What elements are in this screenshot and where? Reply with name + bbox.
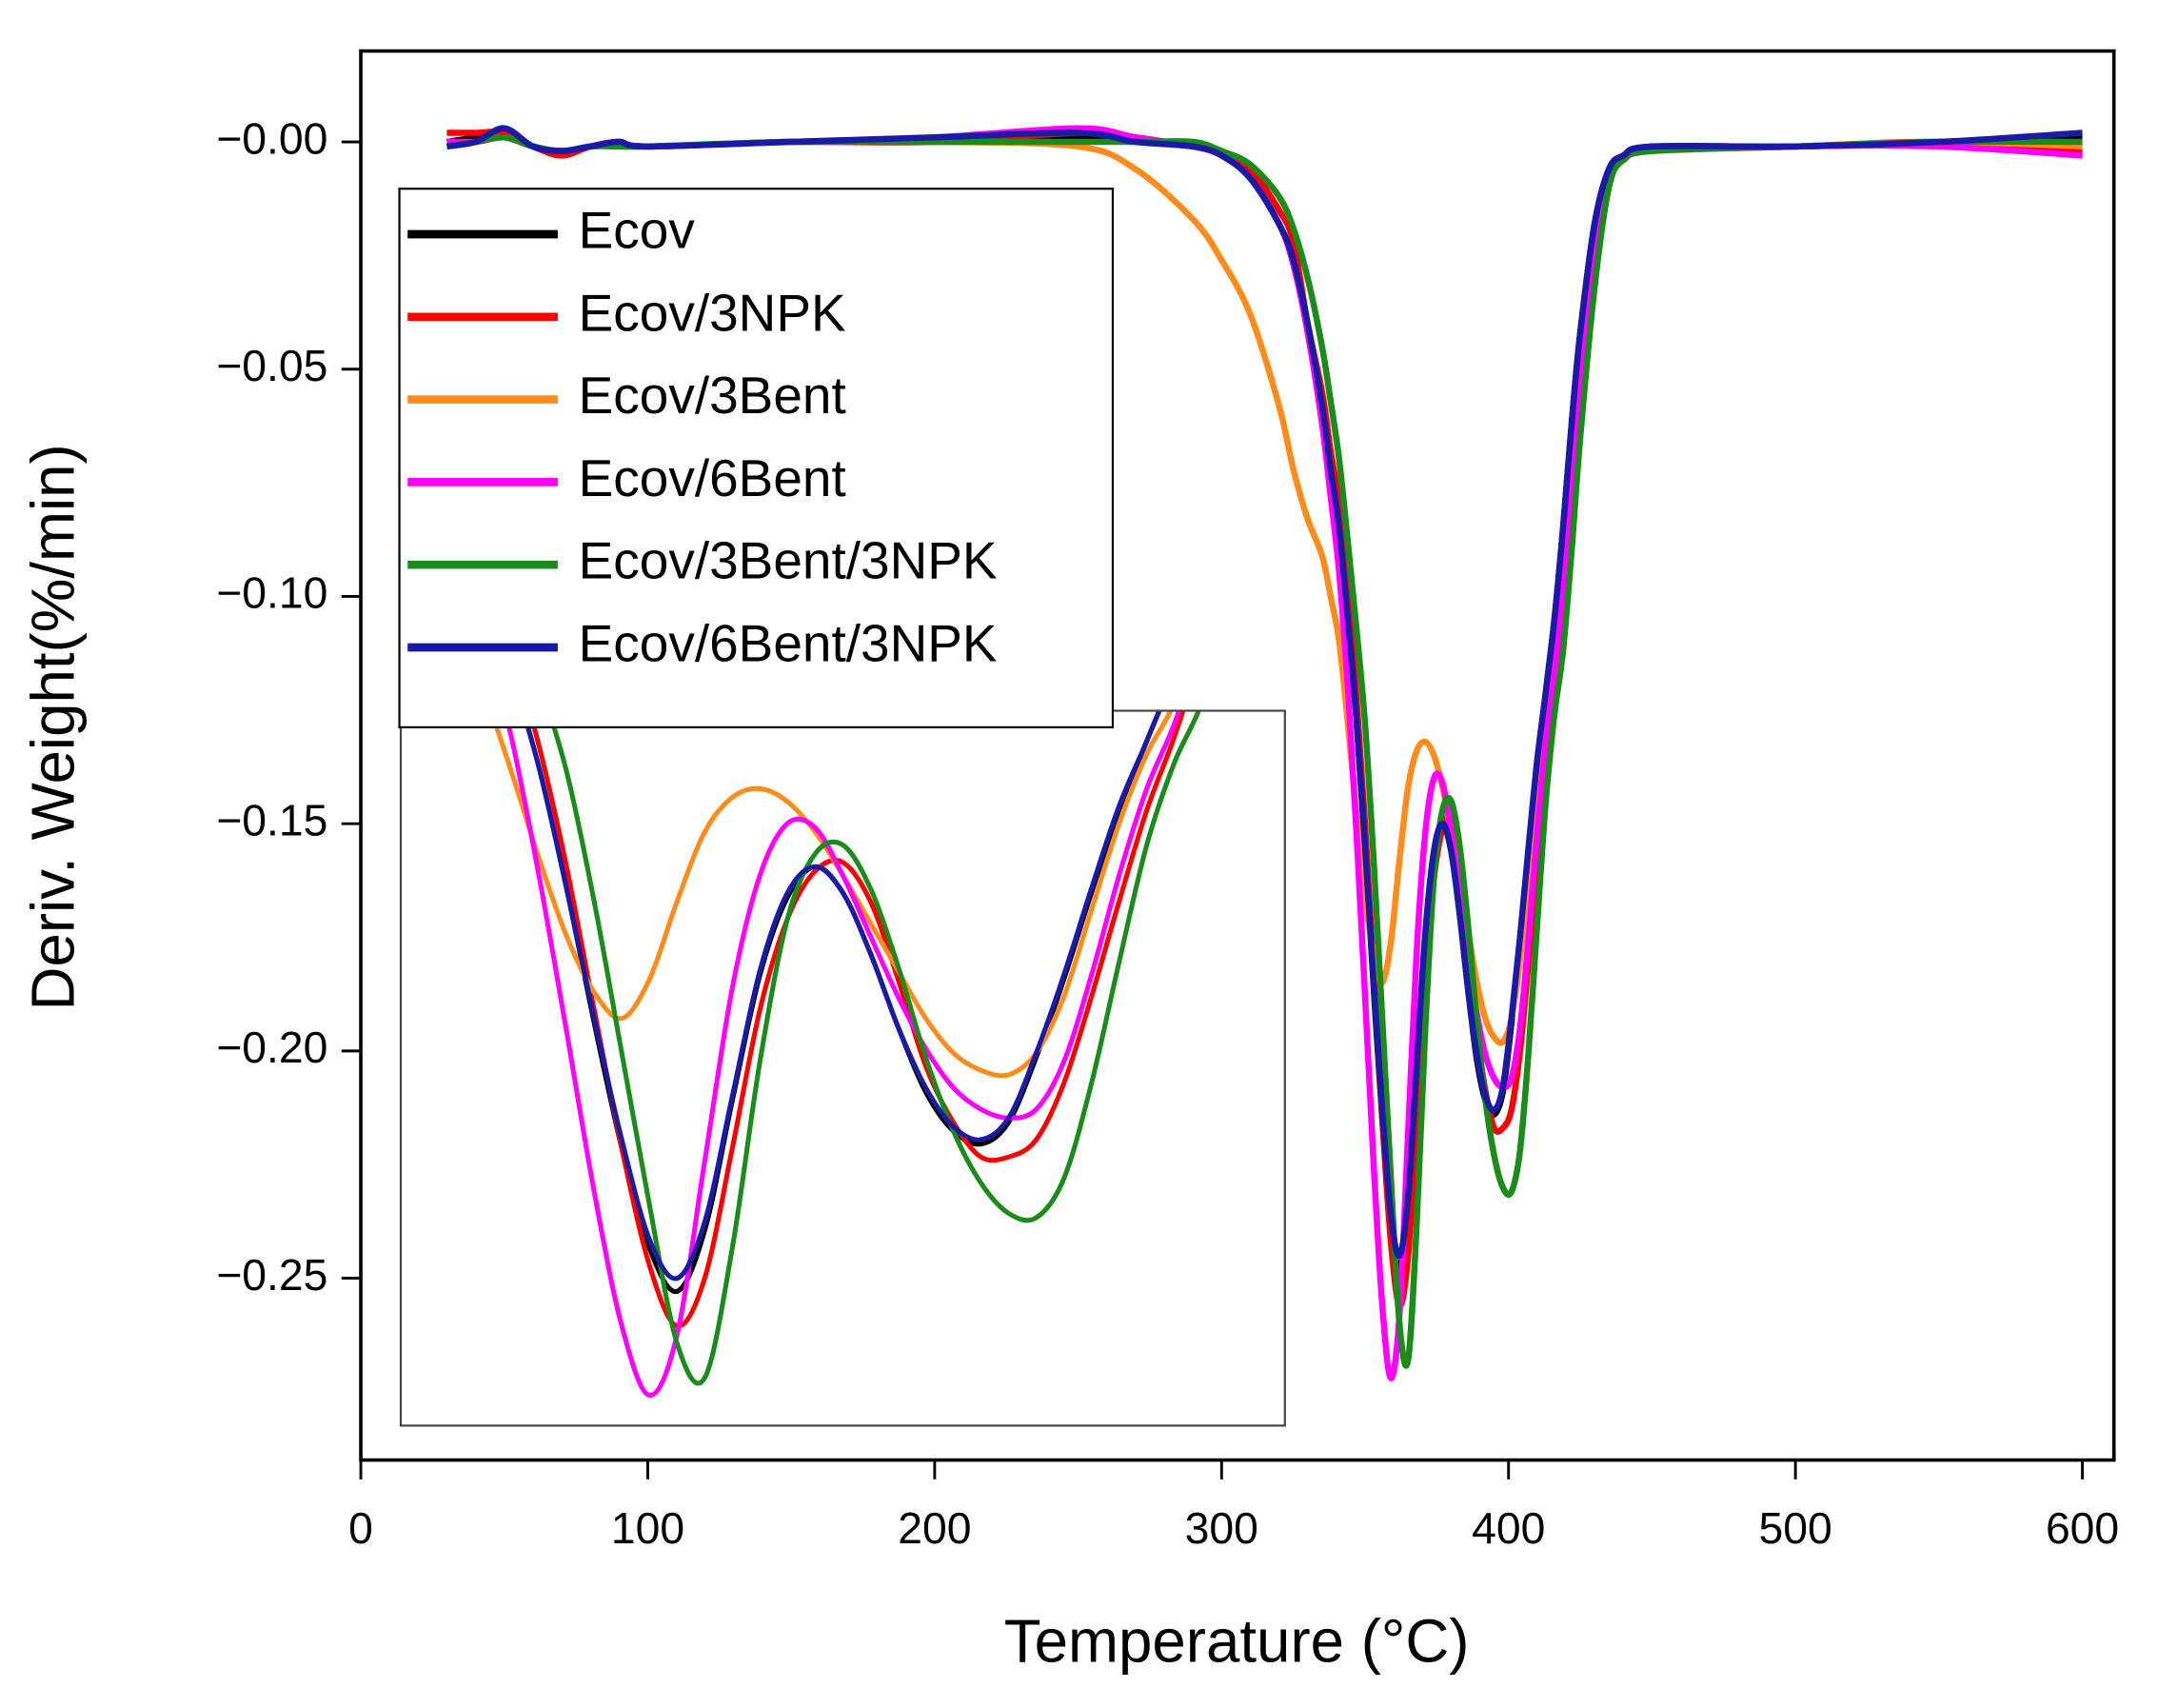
data-line: [445, 125, 2083, 1260]
inset-frame-bg: [400, 710, 1285, 1426]
y-tick-label: −0.15: [216, 795, 327, 844]
x-tick-label: 500: [1759, 1503, 1832, 1553]
plot-area: [445, 125, 2083, 1381]
x-tick-label: 100: [611, 1503, 684, 1553]
x-tick-label: 0: [348, 1503, 373, 1553]
y-tick-label: −0.00: [216, 113, 327, 163]
legend-label: Ecov: [579, 200, 696, 259]
x-tick-label: 600: [2046, 1503, 2119, 1553]
inset-area: [487, 710, 1201, 1399]
y-tick-label: −0.10: [216, 568, 327, 618]
y-axis-title: Deriv. Weight(%/min): [20, 444, 88, 1010]
y-tick-label: −0.20: [216, 1023, 327, 1072]
x-tick-label: 300: [1185, 1503, 1258, 1553]
inset-line: [503, 710, 1182, 1399]
x-tick-label: 400: [1472, 1503, 1545, 1553]
legend-label: Ecov/3Bent: [579, 366, 846, 425]
inset-line: [520, 710, 1162, 1281]
data-line: [445, 133, 2083, 1369]
legend-label: Ecov/3NPK: [579, 283, 846, 342]
x-axis-title: Temperature (°C): [1004, 1608, 1470, 1676]
legend-box: [398, 188, 1115, 728]
x-tick-label: 200: [898, 1503, 971, 1553]
legend-label: Ecov/6Bent/3NPK: [579, 614, 998, 673]
y-tick-label: −0.05: [216, 341, 327, 390]
legend-label: Ecov/3Bent/3NPK: [579, 531, 998, 590]
legend-label: Ecov/6Bent: [579, 448, 846, 507]
inset-line: [487, 710, 1174, 1079]
y-tick-label: −0.25: [216, 1250, 327, 1300]
inset-line: [545, 710, 1201, 1386]
plot-frame: [359, 49, 2116, 1462]
